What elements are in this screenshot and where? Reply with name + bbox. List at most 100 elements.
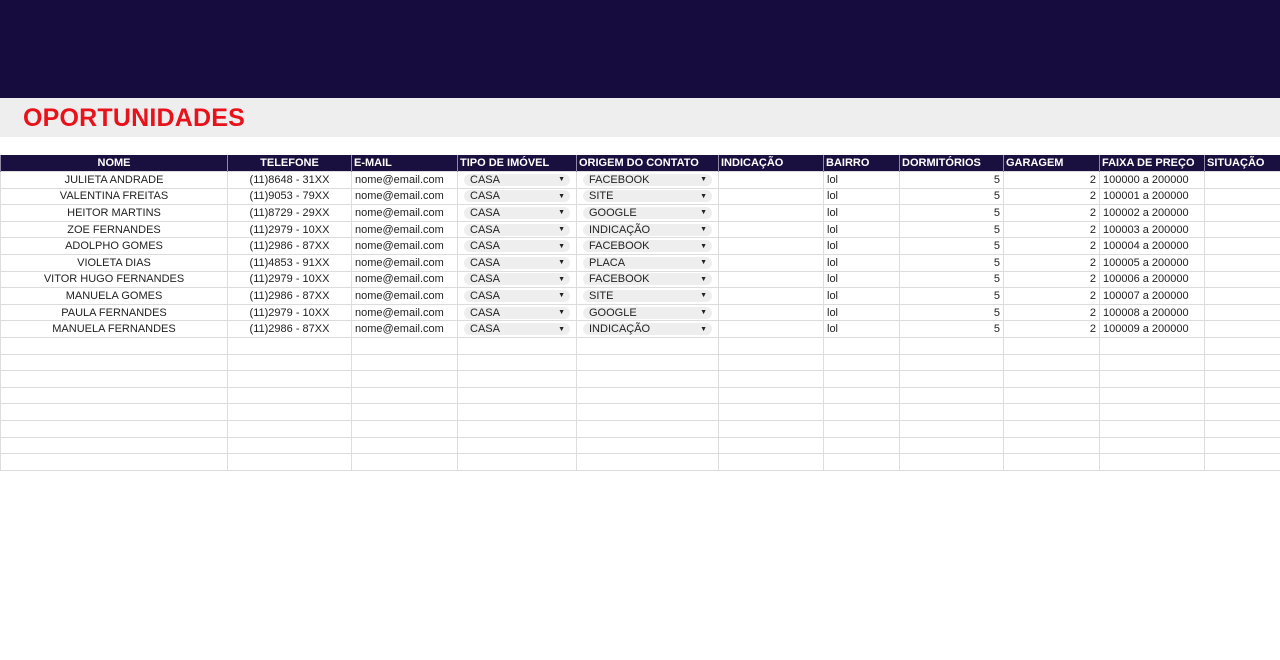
empty-cell[interactable] — [457, 370, 577, 388]
empty-cell[interactable] — [457, 403, 577, 421]
empty-cell[interactable] — [1099, 453, 1205, 471]
empty-cell[interactable] — [899, 436, 1004, 455]
cell-telefone[interactable]: (11)2979 - 10XX — [227, 270, 352, 289]
cell-email[interactable]: nome@email.com — [351, 320, 458, 338]
caret-down-icon[interactable]: ▼ — [558, 292, 565, 300]
cell-email[interactable]: nome@email.com — [351, 237, 458, 255]
cell-faixa[interactable]: 100002 a 200000 — [1099, 204, 1205, 222]
empty-cell[interactable] — [1003, 453, 1100, 471]
header-garagem[interactable]: GARAGEM — [1003, 155, 1100, 172]
cell-tipo[interactable]: CASA ▼ — [457, 320, 577, 338]
caret-down-icon[interactable]: ▼ — [700, 309, 707, 317]
header-email[interactable]: E-MAIL — [351, 155, 458, 172]
empty-cell[interactable] — [1099, 403, 1205, 421]
cell-faixa[interactable]: 100006 a 200000 — [1099, 270, 1205, 289]
cell-indicacao[interactable] — [718, 187, 824, 206]
empty-cell[interactable] — [1003, 403, 1100, 421]
cell-email[interactable]: nome@email.com — [351, 204, 458, 222]
cell-situacao[interactable] — [1204, 303, 1280, 322]
empty-cell[interactable] — [1003, 436, 1100, 455]
cell-email[interactable]: nome@email.com — [351, 171, 458, 189]
cell-nome[interactable]: MANUELA GOMES — [0, 287, 228, 305]
cell-dormitorios[interactable]: 5 — [899, 220, 1004, 239]
cell-faixa[interactable]: 100003 a 200000 — [1099, 220, 1205, 239]
cell-origem[interactable]: GOOGLE ▼ — [576, 204, 719, 222]
cell-tipo[interactable]: CASA ▼ — [457, 220, 577, 239]
cell-bairro[interactable]: lol — [823, 320, 900, 338]
empty-cell[interactable] — [351, 336, 458, 355]
cell-email[interactable]: nome@email.com — [351, 253, 458, 272]
empty-cell[interactable] — [0, 336, 228, 355]
caret-down-icon[interactable]: ▼ — [558, 192, 565, 200]
tipo-dropdown[interactable]: CASA ▼ — [464, 206, 570, 219]
empty-cell[interactable] — [899, 370, 1004, 388]
cell-garagem[interactable]: 2 — [1003, 253, 1100, 272]
empty-cell[interactable] — [899, 386, 1004, 405]
cell-bairro[interactable]: lol — [823, 303, 900, 322]
cell-dormitorios[interactable]: 5 — [899, 253, 1004, 272]
tipo-dropdown[interactable]: CASA ▼ — [464, 173, 570, 186]
cell-garagem[interactable]: 2 — [1003, 187, 1100, 206]
tipo-dropdown[interactable]: CASA ▼ — [464, 190, 570, 203]
empty-cell[interactable] — [1204, 336, 1280, 355]
empty-cell[interactable] — [0, 370, 228, 388]
origem-dropdown[interactable]: FACEBOOK ▼ — [583, 240, 712, 253]
caret-down-icon[interactable]: ▼ — [700, 176, 707, 184]
empty-cell[interactable] — [1099, 386, 1205, 405]
empty-cell[interactable] — [823, 353, 900, 372]
cell-origem[interactable]: SITE ▼ — [576, 187, 719, 206]
empty-cell[interactable] — [576, 353, 719, 372]
cell-dormitorios[interactable]: 5 — [899, 237, 1004, 255]
cell-dormitorios[interactable]: 5 — [899, 187, 1004, 206]
cell-email[interactable]: nome@email.com — [351, 220, 458, 239]
cell-bairro[interactable]: lol — [823, 270, 900, 289]
empty-cell[interactable] — [351, 419, 458, 438]
empty-cell[interactable] — [0, 436, 228, 455]
empty-cell[interactable] — [457, 353, 577, 372]
cell-indicacao[interactable] — [718, 237, 824, 255]
cell-origem[interactable]: PLACA ▼ — [576, 253, 719, 272]
cell-origem[interactable]: FACEBOOK ▼ — [576, 270, 719, 289]
cell-origem[interactable]: INDICAÇÃO ▼ — [576, 320, 719, 338]
cell-situacao[interactable] — [1204, 204, 1280, 222]
caret-down-icon[interactable]: ▼ — [700, 209, 707, 217]
tipo-dropdown[interactable]: CASA ▼ — [464, 306, 570, 319]
cell-garagem[interactable]: 2 — [1003, 171, 1100, 189]
cell-indicacao[interactable] — [718, 287, 824, 305]
empty-cell[interactable] — [0, 453, 228, 471]
empty-cell[interactable] — [457, 436, 577, 455]
cell-faixa[interactable]: 100008 a 200000 — [1099, 303, 1205, 322]
cell-bairro[interactable]: lol — [823, 187, 900, 206]
cell-indicacao[interactable] — [718, 171, 824, 189]
empty-cell[interactable] — [1204, 370, 1280, 388]
empty-cell[interactable] — [823, 403, 900, 421]
cell-tipo[interactable]: CASA ▼ — [457, 171, 577, 189]
cell-situacao[interactable] — [1204, 171, 1280, 189]
cell-tipo[interactable]: CASA ▼ — [457, 187, 577, 206]
cell-origem[interactable]: GOOGLE ▼ — [576, 303, 719, 322]
cell-situacao[interactable] — [1204, 287, 1280, 305]
caret-down-icon[interactable]: ▼ — [700, 226, 707, 234]
cell-indicacao[interactable] — [718, 320, 824, 338]
caret-down-icon[interactable]: ▼ — [558, 209, 565, 217]
empty-cell[interactable] — [1204, 436, 1280, 455]
empty-cell[interactable] — [718, 386, 824, 405]
cell-faixa[interactable]: 100004 a 200000 — [1099, 237, 1205, 255]
header-telefone[interactable]: TELEFONE — [227, 155, 352, 172]
origem-dropdown[interactable]: INDICAÇÃO ▼ — [583, 323, 712, 336]
caret-down-icon[interactable]: ▼ — [700, 292, 707, 300]
cell-nome[interactable]: VIOLETA DIAS — [0, 253, 228, 272]
caret-down-icon[interactable]: ▼ — [700, 259, 707, 267]
cell-origem[interactable]: INDICAÇÃO ▼ — [576, 220, 719, 239]
caret-down-icon[interactable]: ▼ — [558, 226, 565, 234]
cell-tipo[interactable]: CASA ▼ — [457, 287, 577, 305]
empty-cell[interactable] — [718, 370, 824, 388]
cell-situacao[interactable] — [1204, 270, 1280, 289]
cell-email[interactable]: nome@email.com — [351, 303, 458, 322]
empty-cell[interactable] — [1099, 436, 1205, 455]
empty-cell[interactable] — [1099, 419, 1205, 438]
cell-garagem[interactable]: 2 — [1003, 204, 1100, 222]
cell-dormitorios[interactable]: 5 — [899, 204, 1004, 222]
caret-down-icon[interactable]: ▼ — [558, 242, 565, 250]
tipo-dropdown[interactable]: CASA ▼ — [464, 323, 570, 336]
